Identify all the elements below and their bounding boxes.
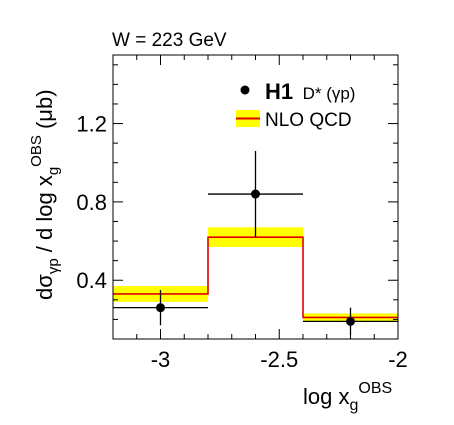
legend-process: D* (γp) — [303, 84, 356, 103]
data-points — [113, 150, 398, 336]
data-point-2 — [346, 316, 355, 326]
data-point-0 — [156, 303, 165, 313]
x-tick-label-1: -2.5 — [260, 347, 298, 372]
x-axis-title: log xgOBS — [303, 380, 392, 414]
data-point-1 — [251, 189, 260, 199]
tick-labels: -3 -2.5 -2 0.4 0.8 1.2 — [76, 112, 407, 372]
axis-ticks — [112, 55, 398, 339]
nlo-line-group — [113, 236, 398, 319]
y-axis-title: dσγp / d log xgOBS (μb) — [28, 89, 62, 300]
y-tick-label-1: 0.8 — [76, 190, 107, 215]
energy-label: W = 223 GeV — [112, 30, 227, 51]
nlo-central-line — [113, 236, 398, 319]
legend-h1: H1 — [265, 79, 293, 104]
legend-data-marker — [240, 85, 250, 95]
x-tick-label-2: -2 — [388, 347, 408, 372]
legend-data-label: H1 D* (γp) — [265, 79, 355, 104]
x-tick-label-0: -3 — [151, 347, 171, 372]
y-tick-label-2: 1.2 — [76, 112, 107, 137]
y-tick-label-0: 0.4 — [76, 268, 107, 293]
legend-nlo-label: NLO QCD — [265, 110, 352, 131]
